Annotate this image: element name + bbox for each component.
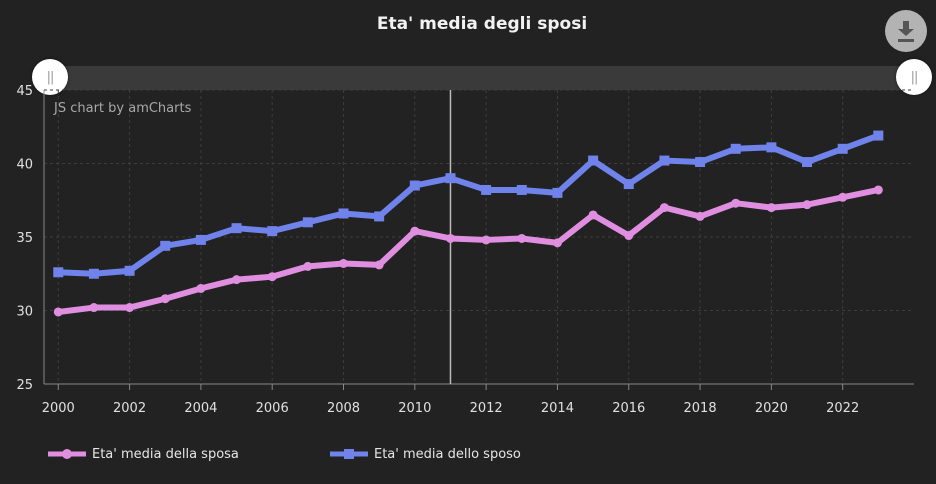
data-point[interactable] xyxy=(53,267,64,278)
data-point[interactable] xyxy=(231,223,242,234)
scrollbar-grip-right[interactable]: || xyxy=(896,59,932,95)
data-point[interactable] xyxy=(838,192,848,202)
x-tick-label: 2000 xyxy=(42,401,75,416)
data-point[interactable] xyxy=(588,210,598,220)
data-point[interactable] xyxy=(588,155,599,166)
x-tick-label: 2022 xyxy=(826,401,859,416)
data-point[interactable] xyxy=(481,184,492,195)
data-point[interactable] xyxy=(659,203,669,213)
data-point[interactable] xyxy=(802,200,812,210)
data-point[interactable] xyxy=(160,240,171,251)
legend-label-groom: Eta' media dello sposo xyxy=(374,446,521,462)
data-point[interactable] xyxy=(195,234,206,245)
x-tick-label: 2008 xyxy=(327,401,360,416)
legend-item-bride[interactable]: Eta' media della sposa xyxy=(48,445,239,463)
data-point[interactable] xyxy=(88,268,99,279)
data-point[interactable] xyxy=(517,233,527,243)
data-point[interactable] xyxy=(232,275,242,285)
data-point[interactable] xyxy=(125,303,135,313)
data-point[interactable] xyxy=(338,208,349,219)
data-point[interactable] xyxy=(267,226,278,237)
x-tick-label: 2002 xyxy=(113,401,146,416)
legend-marker-groom xyxy=(330,449,368,459)
data-point[interactable] xyxy=(303,261,313,271)
data-point[interactable] xyxy=(552,238,562,248)
grip-left-bars: || xyxy=(46,69,55,85)
x-tick-label: 2016 xyxy=(612,401,645,416)
data-point[interactable] xyxy=(374,211,385,222)
data-point[interactable] xyxy=(196,283,206,293)
data-point[interactable] xyxy=(766,142,777,153)
x-tick-label: 2018 xyxy=(684,401,717,416)
data-point[interactable] xyxy=(623,179,634,190)
x-tick-label: 2006 xyxy=(256,401,289,416)
x-tick-label: 2020 xyxy=(755,401,788,416)
x-tick-label: 2012 xyxy=(470,401,503,416)
data-point[interactable] xyxy=(659,155,670,166)
data-point[interactable] xyxy=(53,307,63,317)
data-point[interactable] xyxy=(481,235,491,245)
data-point[interactable] xyxy=(766,203,776,213)
series-line-0 xyxy=(55,186,882,315)
data-point[interactable] xyxy=(695,157,706,168)
x-tick-label: 2010 xyxy=(398,401,431,416)
data-point[interactable] xyxy=(695,211,705,221)
data-point[interactable] xyxy=(374,260,384,270)
data-point[interactable] xyxy=(516,184,527,195)
data-point[interactable] xyxy=(445,173,456,184)
data-point[interactable] xyxy=(837,143,848,154)
data-point[interactable] xyxy=(339,258,349,268)
data-point[interactable] xyxy=(89,303,99,313)
data-point[interactable] xyxy=(302,217,313,228)
x-tick-label: 2014 xyxy=(541,401,574,416)
data-point[interactable] xyxy=(730,143,741,154)
download-button[interactable] xyxy=(885,10,927,52)
legend-marker-bride xyxy=(48,449,86,459)
chart-scrollbar[interactable] xyxy=(50,66,914,90)
data-point[interactable] xyxy=(445,233,455,243)
data-point[interactable] xyxy=(873,130,884,141)
x-tick-label: 2004 xyxy=(184,401,217,416)
download-icon xyxy=(898,21,914,42)
y-tick-label: 35 xyxy=(16,231,33,246)
data-point[interactable] xyxy=(267,272,277,282)
data-point[interactable] xyxy=(552,187,563,198)
data-point[interactable] xyxy=(802,157,813,168)
data-point[interactable] xyxy=(624,231,634,241)
y-tick-label: 30 xyxy=(16,305,33,320)
legend-item-groom[interactable]: Eta' media dello sposo xyxy=(330,445,521,463)
data-point[interactable] xyxy=(731,198,741,208)
scrollbar-grip-left[interactable]: || xyxy=(32,59,68,95)
y-tick-label: 45 xyxy=(16,84,33,99)
legend-label-bride: Eta' media della sposa xyxy=(92,446,239,462)
series-layer xyxy=(53,130,884,317)
data-point[interactable] xyxy=(873,185,883,195)
axes: 25 30 35 40 45 2000 2002 2004 2006 2008 2010 2012 20… xyxy=(16,84,914,416)
chart-title: Eta' media degli sposi xyxy=(376,14,588,34)
chart-credit[interactable]: JS chart by amCharts xyxy=(54,101,192,116)
grip-right-bars: || xyxy=(910,69,919,85)
series-line-1 xyxy=(55,132,882,277)
data-point[interactable] xyxy=(410,226,420,236)
data-point[interactable] xyxy=(124,265,135,276)
y-tick-label: 40 xyxy=(16,158,33,173)
data-point[interactable] xyxy=(160,294,170,304)
y-tick-label: 25 xyxy=(16,378,33,393)
data-point[interactable] xyxy=(409,180,420,191)
